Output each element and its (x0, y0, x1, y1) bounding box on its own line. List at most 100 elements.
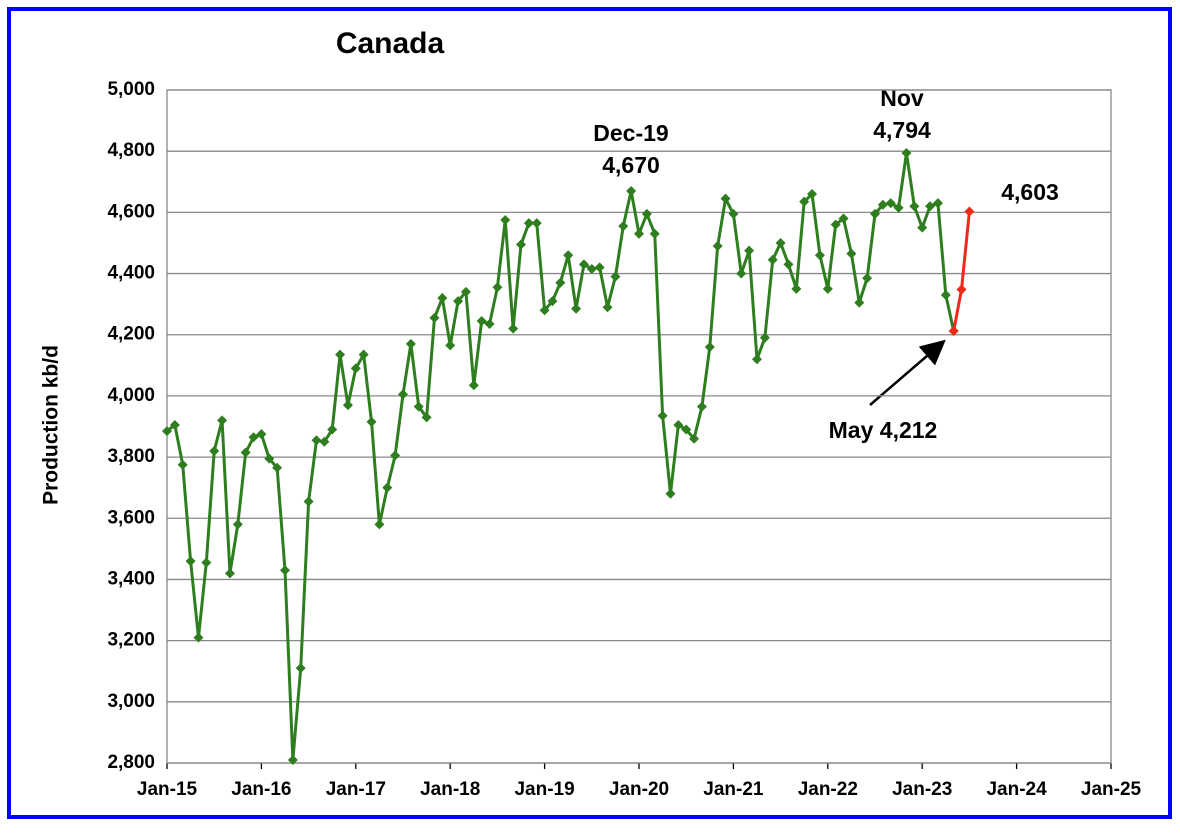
marker (736, 268, 747, 279)
marker (256, 429, 267, 440)
y-tick-label: 3,000 (107, 691, 155, 712)
marker (358, 349, 369, 360)
marker (492, 282, 503, 293)
marker (342, 400, 353, 411)
marker (280, 565, 290, 576)
marker (626, 185, 637, 196)
marker (696, 401, 707, 412)
marker (586, 263, 597, 274)
marker (956, 284, 967, 295)
marker (940, 289, 951, 300)
marker (169, 419, 180, 430)
marker (964, 206, 975, 217)
marker (185, 556, 196, 567)
marker (704, 341, 715, 352)
marker (846, 248, 857, 259)
marker (870, 208, 880, 219)
marker (421, 412, 432, 423)
marker (335, 349, 346, 360)
x-tick-label: Jan-23 (892, 779, 952, 800)
y-tick-label: 4,200 (107, 324, 155, 345)
marker (429, 312, 440, 323)
marker (508, 323, 519, 334)
annotation: 4,603 (1001, 179, 1059, 205)
marker (909, 201, 920, 212)
annotation: 4,794 (873, 117, 931, 143)
y-tick-label: 3,600 (107, 507, 155, 528)
marker (209, 445, 220, 456)
marker (539, 305, 550, 316)
x-tick-label: Jan-20 (609, 779, 669, 800)
marker (232, 519, 243, 530)
marker (272, 462, 283, 473)
marker (649, 228, 660, 239)
marker (217, 415, 228, 426)
marker (500, 215, 511, 226)
marker (807, 189, 818, 200)
marker (641, 208, 652, 219)
marker (657, 410, 668, 421)
x-tick-label: Jan-25 (1081, 779, 1142, 800)
marker (476, 315, 487, 326)
marker (665, 488, 676, 499)
marker (814, 250, 825, 261)
marker (822, 283, 833, 294)
marker (925, 201, 936, 212)
marker (799, 196, 810, 207)
marker (445, 340, 456, 351)
y-tick-label: 4,800 (107, 140, 155, 161)
marker (681, 424, 692, 435)
marker (901, 148, 912, 159)
y-axis-label: Production kb/d (40, 345, 63, 505)
marker (366, 416, 377, 427)
marker (744, 245, 755, 256)
marker (287, 754, 298, 765)
frame (7, 7, 1172, 819)
marker (563, 250, 574, 261)
marker (862, 273, 873, 284)
marker (382, 482, 393, 493)
x-tick-label: Jan-16 (231, 779, 291, 800)
marker (224, 568, 235, 579)
marker (531, 218, 542, 229)
y-tick-label: 3,400 (107, 568, 155, 589)
marker (555, 277, 566, 288)
y-tick-label: 2,800 (107, 752, 155, 773)
marker (484, 319, 495, 330)
arrow (869, 339, 946, 406)
annotation: Dec-19 (593, 120, 668, 146)
y-tick-label: 4,400 (107, 263, 155, 284)
annotation: May 4,212 (829, 417, 938, 443)
marker (712, 241, 723, 252)
marker (830, 219, 841, 230)
x-tick-label: Jan-18 (420, 779, 480, 800)
marker (720, 193, 731, 204)
marker (917, 222, 928, 233)
marker (885, 198, 896, 209)
marker (767, 254, 778, 265)
marker (295, 663, 306, 674)
x-tick-label: Jan-19 (514, 779, 574, 800)
marker (319, 436, 330, 447)
marker (201, 557, 212, 568)
y-tick-label: 3,200 (107, 630, 155, 651)
marker (523, 218, 534, 229)
marker (759, 332, 770, 343)
y-tick-label: 5,000 (107, 79, 155, 100)
marker (618, 221, 629, 232)
marker (610, 271, 621, 282)
x-tick-label: Jan-22 (798, 779, 858, 800)
marker (177, 459, 188, 470)
marker (390, 450, 401, 461)
marker (775, 237, 786, 248)
marker (783, 259, 794, 270)
marker (303, 496, 314, 507)
marker (193, 632, 204, 643)
annotation: Nov (880, 85, 924, 111)
marker (374, 519, 385, 530)
marker (602, 302, 613, 313)
marker (893, 202, 904, 213)
marker (854, 297, 865, 308)
marker (877, 199, 888, 210)
marker (311, 435, 322, 446)
